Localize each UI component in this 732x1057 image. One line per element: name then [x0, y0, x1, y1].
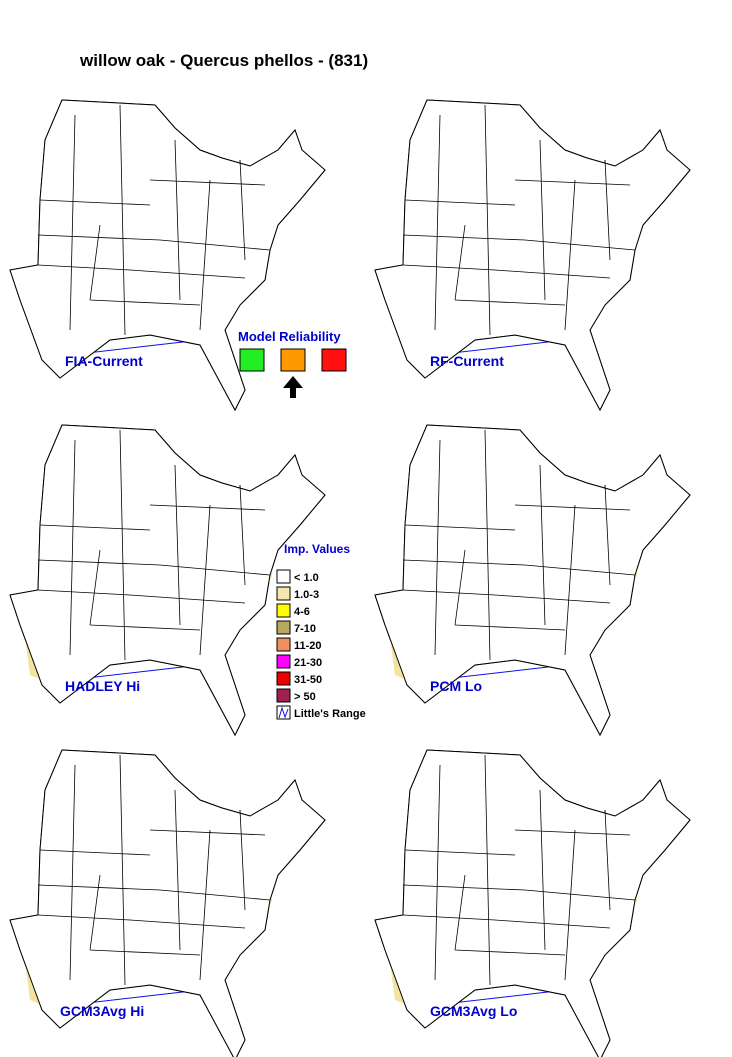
title: willow oak - Quercus phellos - (831)	[79, 51, 368, 70]
map-panel: PCM Lo	[374, 424, 691, 736]
map-panel: FIA-Current	[9, 99, 326, 411]
state-lines	[374, 99, 691, 411]
panel-label: HADLEY Hi	[65, 678, 140, 694]
reliability-swatch	[239, 348, 265, 372]
legend-label: 7-10	[294, 623, 316, 635]
range-icon	[278, 706, 289, 719]
panel-label: PCM Lo	[430, 678, 482, 694]
panel-label: GCM3Avg Hi	[60, 1003, 144, 1019]
legend-swatch	[276, 586, 291, 601]
legend-label: 21-30	[294, 657, 322, 669]
arrow	[283, 376, 303, 398]
map-panel: GCM3Avg Hi	[9, 749, 326, 1057]
legend-swatch	[276, 603, 291, 618]
reliability-swatch	[321, 348, 347, 372]
legend-swatch	[276, 688, 291, 703]
legend-label: 31-50	[294, 674, 322, 686]
state-lines	[9, 99, 326, 411]
map-panel: HADLEY Hi	[9, 424, 326, 736]
legend-swatch	[276, 654, 291, 669]
panel-label: RF-Current	[430, 353, 504, 369]
state-lines	[9, 749, 326, 1057]
legend-label: 11-20	[294, 640, 322, 652]
state-lines	[374, 424, 691, 736]
panel-label: FIA-Current	[65, 353, 143, 369]
legend-label: 1.0-3	[294, 589, 319, 601]
state-lines	[374, 749, 691, 1057]
legend-title: Imp. Values	[284, 542, 350, 556]
legend-label: 4-6	[294, 606, 310, 618]
legend-swatch	[276, 637, 291, 652]
legend-label: > 50	[294, 691, 316, 703]
reliability-swatch	[280, 348, 306, 372]
map-panel: GCM3Avg Lo	[374, 749, 691, 1057]
legend-swatch	[276, 620, 291, 635]
legend-swatch	[276, 671, 291, 686]
map-panel: RF-Current	[374, 99, 691, 411]
legend-range-label: Little's Range	[294, 708, 366, 720]
legend-label: < 1.0	[294, 572, 319, 584]
legend-swatch	[276, 569, 291, 584]
reliability-title: Model Reliability	[238, 329, 341, 344]
panel-label: GCM3Avg Lo	[430, 1003, 517, 1019]
